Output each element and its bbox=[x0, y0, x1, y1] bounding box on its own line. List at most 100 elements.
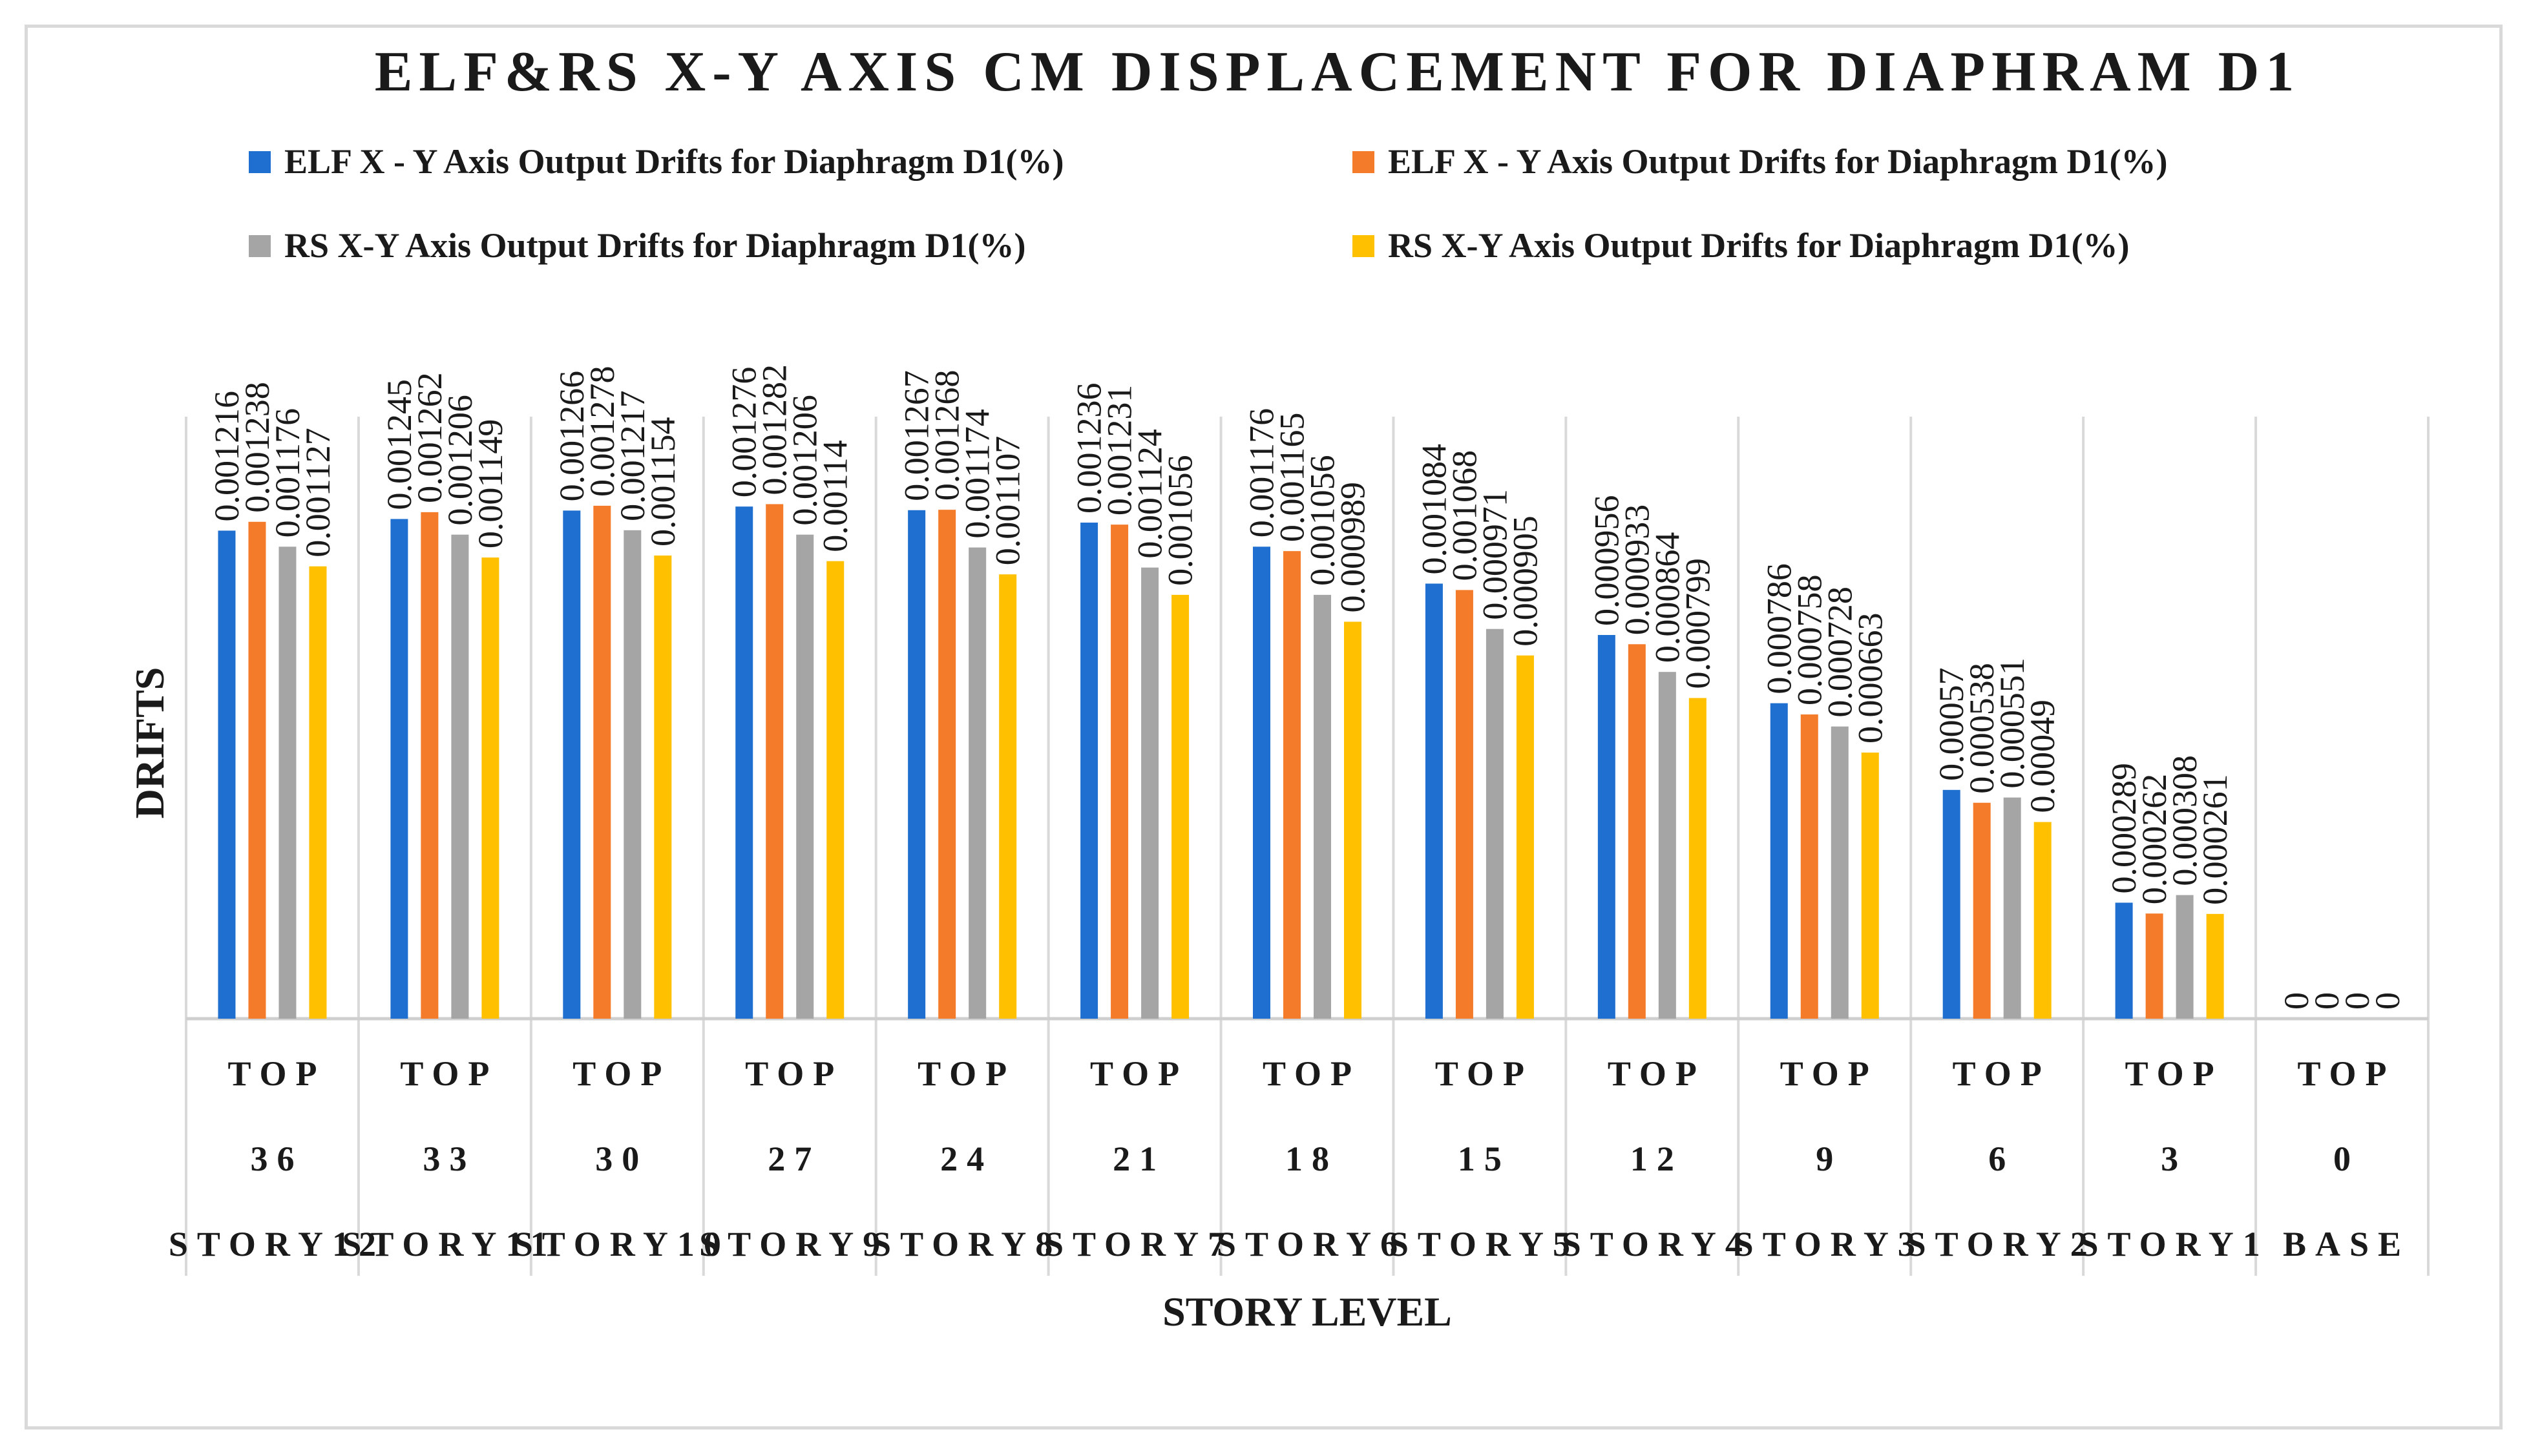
category-label-line3: STORY7 bbox=[1044, 1225, 1234, 1264]
data-label: 0.000971 bbox=[1475, 489, 1514, 620]
bar-story3-series-4[interactable] bbox=[1861, 753, 1879, 1019]
bar-story8-series-1[interactable] bbox=[908, 510, 926, 1019]
category-label-line3: STORY8 bbox=[872, 1225, 1062, 1264]
bar-story2-series-2[interactable] bbox=[1973, 802, 1991, 1019]
category-label-line2: 6 bbox=[1988, 1139, 2015, 1178]
bar-story12-series-1[interactable] bbox=[218, 530, 236, 1019]
bar-story12-series-2[interactable] bbox=[248, 521, 266, 1019]
bar-story3-series-2[interactable] bbox=[1800, 714, 1818, 1019]
bar-story10-series-3[interactable] bbox=[624, 530, 642, 1019]
bar-story5-series-1[interactable] bbox=[1425, 583, 1443, 1019]
bar-story3-series-3[interactable] bbox=[1831, 726, 1849, 1019]
category-label-line3: STORY11 bbox=[342, 1225, 556, 1264]
bar-story10-series-1[interactable] bbox=[563, 510, 581, 1019]
data-label: 0.001216 bbox=[207, 391, 246, 522]
bar-story7-series-2[interactable] bbox=[1111, 525, 1129, 1019]
category-label-line2: 15 bbox=[1458, 1139, 1511, 1178]
data-label: 0.001217 bbox=[613, 390, 652, 521]
data-label: 0.000864 bbox=[1648, 532, 1686, 663]
bar-story7-series-3[interactable] bbox=[1141, 567, 1159, 1019]
category-label-line1: TOP bbox=[1090, 1054, 1188, 1093]
bar-story4-series-3[interactable] bbox=[1658, 672, 1676, 1019]
data-label: 0.001206 bbox=[786, 395, 824, 526]
bar-story1-series-2[interactable] bbox=[2145, 913, 2163, 1019]
data-label: 0.000551 bbox=[1993, 658, 2032, 789]
bar-story6-series-4[interactable] bbox=[1344, 621, 1361, 1019]
bar-story5-series-3[interactable] bbox=[1486, 629, 1504, 1019]
data-label: 0.000538 bbox=[1962, 663, 2001, 794]
data-label: 0.001154 bbox=[644, 417, 682, 546]
category-label-line1: TOP bbox=[1435, 1054, 1533, 1093]
data-label: 0.000956 bbox=[1587, 495, 1626, 627]
bar-story2-series-1[interactable] bbox=[1942, 789, 1960, 1019]
bar-story9-series-2[interactable] bbox=[766, 504, 784, 1019]
legend-item-elf-orange[interactable]: ELF X - Y Axis Output Drifts for Diaphra… bbox=[1352, 142, 2167, 181]
legend-swatch-elf-blue bbox=[249, 151, 271, 173]
bar-story5-series-4[interactable] bbox=[1516, 655, 1534, 1019]
category-label-line3: BASE bbox=[2283, 1225, 2410, 1264]
category-label-line1: TOP bbox=[2125, 1054, 2223, 1093]
bar-story2-series-3[interactable] bbox=[2003, 797, 2021, 1019]
legend-item-rs-gray[interactable]: RS X-Y Axis Output Drifts for Diaphragm … bbox=[249, 226, 1026, 265]
bar-story10-series-4[interactable] bbox=[654, 555, 672, 1019]
data-label: 0.001266 bbox=[552, 371, 591, 501]
bar-story1-series-3[interactable] bbox=[2176, 895, 2194, 1019]
category-label-line3: STORY12 bbox=[169, 1225, 385, 1264]
bar-story11-series-2[interactable] bbox=[421, 512, 439, 1019]
bar-story9-series-3[interactable] bbox=[796, 534, 814, 1019]
bar-story9-series-4[interactable] bbox=[826, 561, 845, 1019]
bar-story6-series-2[interactable] bbox=[1283, 551, 1301, 1019]
data-label: 0.00049 bbox=[2023, 700, 2062, 813]
data-label: 0.001068 bbox=[1445, 450, 1484, 581]
data-label: 0.000933 bbox=[1617, 504, 1656, 636]
bar-story7-series-4[interactable] bbox=[1171, 594, 1190, 1019]
bar-story8-series-3[interactable] bbox=[969, 547, 987, 1019]
category-label-line2: 27 bbox=[768, 1139, 821, 1178]
bar-story7-series-1[interactable] bbox=[1080, 523, 1098, 1019]
data-label: 0.001084 bbox=[1414, 444, 1453, 575]
data-label: 0.001056 bbox=[1161, 455, 1200, 586]
legend-item-rs-yellow[interactable]: RS X-Y Axis Output Drifts for Diaphragm … bbox=[1352, 226, 2130, 265]
bar-story8-series-4[interactable] bbox=[999, 574, 1017, 1019]
bar-story4-series-4[interactable] bbox=[1688, 698, 1707, 1019]
bar-story1-series-4[interactable] bbox=[2206, 913, 2224, 1019]
category-label-line1: TOP bbox=[918, 1054, 1016, 1093]
data-label: 0.000663 bbox=[1851, 613, 1889, 744]
category-label-line3: STORY10 bbox=[514, 1225, 730, 1264]
category-label-line3: STORY2 bbox=[1907, 1225, 2097, 1264]
data-label: 0.001267 bbox=[898, 370, 936, 501]
bar-story5-series-2[interactable] bbox=[1455, 590, 1473, 1019]
data-label: 0.001149 bbox=[471, 419, 510, 549]
category-label-line2: 9 bbox=[1816, 1139, 1842, 1178]
bar-story12-series-3[interactable] bbox=[278, 546, 297, 1019]
legend-item-elf-blue[interactable]: ELF X - Y Axis Output Drifts for Diaphra… bbox=[249, 142, 1064, 181]
bar-story4-series-1[interactable] bbox=[1597, 635, 1615, 1019]
bar-story2-series-4[interactable] bbox=[2033, 822, 2052, 1019]
bar-story1-series-1[interactable] bbox=[2115, 902, 2133, 1019]
bar-story11-series-4[interactable] bbox=[481, 557, 499, 1019]
data-label: 0.000262 bbox=[2135, 774, 2174, 905]
bar-story4-series-2[interactable] bbox=[1628, 644, 1646, 1019]
bar-story6-series-3[interactable] bbox=[1314, 594, 1331, 1019]
data-label: 0.001107 bbox=[989, 436, 1027, 566]
bar-story8-series-2[interactable] bbox=[938, 510, 956, 1019]
data-label: 0.001276 bbox=[725, 367, 764, 498]
data-label: 0.000786 bbox=[1759, 563, 1798, 694]
bar-story6-series-1[interactable] bbox=[1253, 546, 1270, 1019]
data-label: 0.000728 bbox=[1820, 587, 1859, 718]
bar-story11-series-1[interactable] bbox=[390, 519, 408, 1019]
bar-story9-series-1[interactable] bbox=[735, 506, 753, 1019]
bar-story11-series-3[interactable] bbox=[451, 534, 469, 1019]
data-label: 0.000799 bbox=[1678, 558, 1717, 689]
category-label-line2: 36 bbox=[250, 1139, 303, 1178]
bar-story12-series-4[interactable] bbox=[309, 566, 327, 1019]
bar-story3-series-1[interactable] bbox=[1770, 703, 1788, 1019]
data-label: 0.000261 bbox=[2196, 774, 2234, 905]
bar-story10-series-2[interactable] bbox=[593, 505, 611, 1019]
category-label-line2: 3 bbox=[2161, 1139, 2187, 1178]
data-label: 0.00057 bbox=[1932, 667, 1971, 781]
category-label-line3: STORY1 bbox=[2079, 1225, 2269, 1264]
legend-label-rs-gray: RS X-Y Axis Output Drifts for Diaphragm … bbox=[284, 226, 1026, 265]
